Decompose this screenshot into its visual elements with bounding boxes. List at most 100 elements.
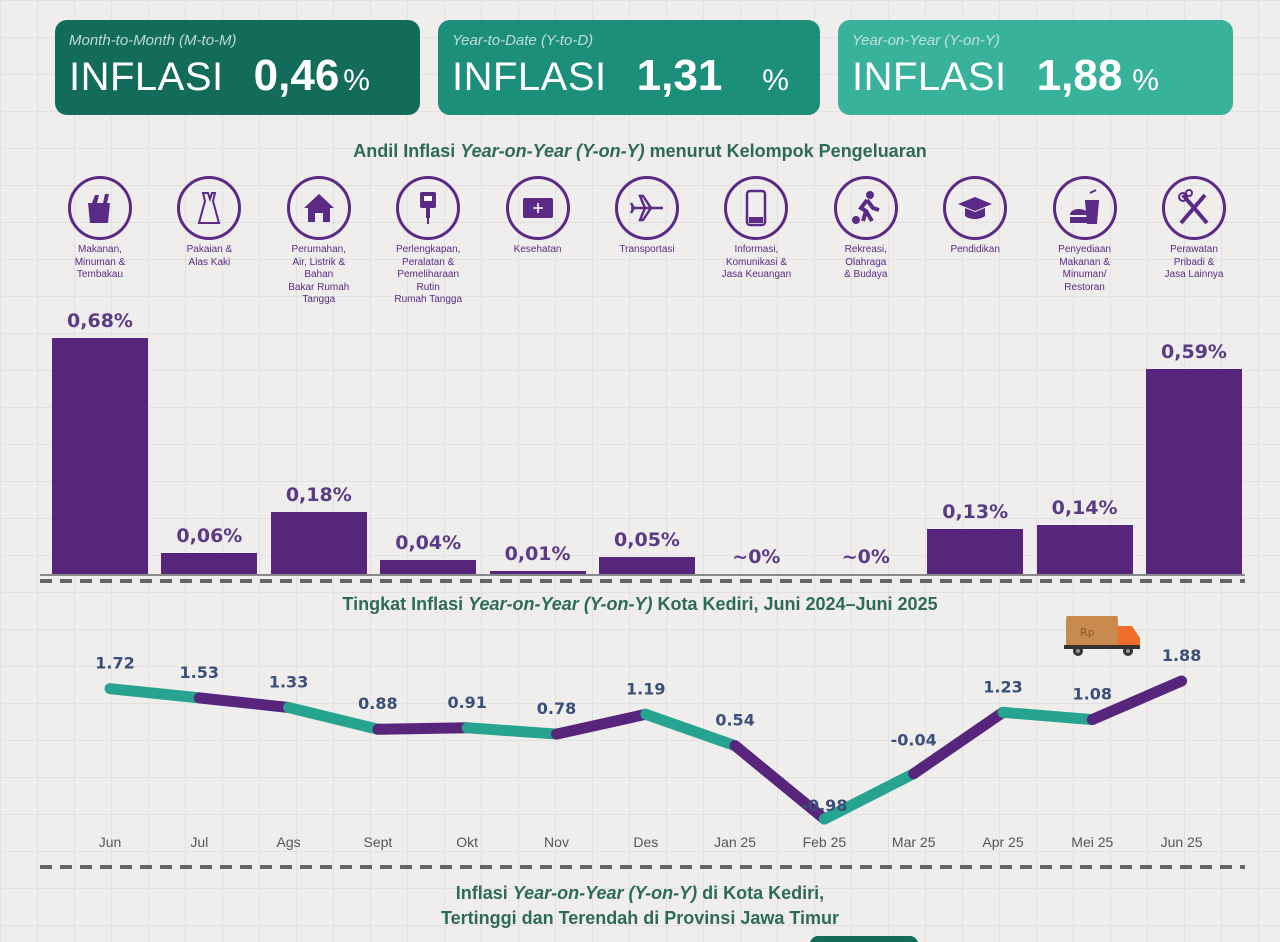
x-axis-label: Feb 25	[803, 834, 847, 850]
bottom-section-title: Inflasi Year-on-Year (Y-on-Y) di Kota Ke…	[0, 881, 1280, 931]
bar	[1146, 369, 1242, 574]
card-subtitle: Year-to-Date (Y-to-D)	[452, 32, 594, 49]
card-value: 1,88	[1036, 51, 1123, 100]
x-axis-label: Ags	[277, 834, 301, 850]
title-part: menurut Kelompok Pengeluaran	[644, 141, 927, 161]
point-value-label: 1.88	[1162, 646, 1201, 665]
line-segment	[908, 706, 1009, 780]
grocery-bag-icon	[68, 176, 132, 240]
title-line-2: Tertinggi dan Terendah di Provinsi Jawa …	[440, 908, 840, 928]
title-part: Tingkat Inflasi	[342, 594, 469, 614]
card-year-to-date: Year-to-Date (Y-to-D) INFLASI 1,31 %	[438, 20, 820, 115]
category-label: Pendidikan	[950, 244, 1000, 255]
category-label: Informasi, Komunikasi & Jasa Keuangan	[721, 244, 792, 280]
point-value-label: -0.98	[801, 796, 847, 815]
x-axis-label: Mar 25	[892, 834, 936, 850]
bar-value-label: ~0%	[732, 546, 781, 568]
card-year-on-year: Year-on-Year (Y-on-Y) INFLASI 1,88 %	[838, 20, 1233, 115]
bar	[599, 556, 695, 574]
point-value-label: 1.53	[180, 663, 219, 682]
bar	[380, 560, 477, 574]
card-value: 0,46	[253, 51, 340, 100]
bar-baseline	[40, 574, 1245, 576]
x-axis-label: Jun	[99, 834, 122, 850]
bar	[927, 528, 1024, 574]
bar-value-label: 0,04%	[395, 532, 462, 555]
bar	[52, 338, 148, 574]
category-label: Perumahan, Air, Listrik & Bahan Bakar Ru…	[288, 244, 350, 305]
bar-value-label: 0,06%	[176, 525, 243, 548]
x-axis-label: Mei 25	[1071, 834, 1113, 850]
category-label: Makanan, Minuman & Tembakau	[74, 244, 126, 280]
point-value-label: 0.88	[358, 694, 397, 713]
bar-value-label: 0,59%	[1161, 341, 1227, 364]
point-value-label: 0.91	[447, 693, 486, 712]
bar	[1036, 525, 1133, 574]
x-axis-label: Jul	[190, 834, 208, 850]
card-subtitle: Year-on-Year (Y-on-Y)	[852, 32, 1000, 49]
category-item: Penyediaan Makanan & Minuman/ Restoran	[1033, 176, 1137, 294]
card-month-to-month: Month-to-Month (M-to-M) INFLASI 0,46 %	[55, 20, 420, 115]
bar-value-label: 0,01%	[504, 542, 571, 565]
bar	[489, 570, 586, 574]
category-item: Rekreasi, Olahraga & Budaya	[814, 176, 918, 282]
divider-dashed	[40, 579, 1245, 583]
bar	[161, 553, 258, 574]
bar-value-label: 0,13%	[942, 500, 1009, 523]
category-item: Informasi, Komunikasi & Jasa Keuangan	[704, 176, 808, 282]
point-value-label: 1.08	[1073, 685, 1112, 704]
x-axis-label: Jan 25	[714, 834, 756, 850]
soccer-player-icon	[833, 176, 898, 240]
card-value: 1,31	[636, 51, 723, 100]
card-subtitle: Month-to-Month (M-to-M)	[69, 32, 237, 49]
bar-value-label: 0,14%	[1051, 497, 1118, 520]
house-icon	[286, 176, 351, 240]
card-label: INFLASI	[69, 55, 224, 99]
airplane-icon	[615, 176, 679, 240]
bar-value-label: 0,68%	[67, 310, 133, 332]
bar	[270, 511, 367, 574]
bar-value-label: 0,05%	[614, 528, 680, 551]
point-value-label: -0.04	[891, 731, 937, 750]
x-axis-label: Okt	[456, 834, 478, 850]
point-value-label: 0.78	[537, 699, 576, 718]
card-label: INFLASI	[852, 55, 1007, 99]
point-value-label: 0.54	[715, 711, 754, 730]
title-part: Inflasi	[455, 883, 513, 903]
line-segment	[818, 768, 920, 825]
bottom-tab-indicator	[810, 936, 918, 942]
line-chart-title: Tingkat Inflasi Year-on-Year (Y-on-Y) Ko…	[0, 594, 1280, 615]
category-item: Transportasi	[595, 176, 699, 257]
line-segment	[997, 706, 1098, 726]
line-segment	[193, 692, 295, 714]
category-label: Transportasi	[619, 244, 675, 255]
point-value-label: 1.33	[269, 673, 308, 692]
x-axis-label: Nov	[544, 834, 569, 850]
svg-text:Rp: Rp	[1080, 626, 1095, 639]
category-label: Perawatan Pribadi & Jasa Lainnya	[1164, 244, 1224, 280]
line-segment	[372, 722, 473, 735]
line-segment	[461, 722, 562, 740]
card-unit: %	[343, 64, 370, 97]
divider-dashed	[40, 865, 1245, 869]
category-label: Penyediaan Makanan & Minuman/ Restoran	[1058, 244, 1111, 293]
delivery-truck-icon: Rp	[1064, 616, 1140, 656]
line-segment	[1086, 675, 1188, 726]
bar-value-label: ~0%	[841, 546, 890, 568]
medical-kit-icon	[505, 176, 570, 240]
title-part-italic: Year-on-Year (Y-on-Y)	[468, 594, 653, 614]
x-axis-label: Des	[633, 834, 658, 850]
line-segment	[551, 708, 652, 740]
category-label: Kesehatan	[513, 244, 562, 255]
title-part-italic: Year-on-Year (Y-on-Y)	[512, 883, 698, 903]
category-item: Makanan, Minuman & Tembakau	[48, 176, 152, 282]
category-label: Pakaian & Alas Kaki	[186, 244, 233, 268]
category-item: Perlengkapan, Peralatan & Pemeliharaan R…	[376, 176, 480, 307]
point-value-label: 1.72	[95, 654, 134, 673]
line-segment	[729, 740, 830, 825]
graduation-cap-icon	[943, 176, 1008, 240]
category-item: Perawatan Pribadi & Jasa Lainnya	[1142, 176, 1246, 282]
category-label: Perlengkapan, Peralatan & Pemeliharaan R…	[394, 244, 463, 305]
dress-icon	[177, 176, 242, 240]
